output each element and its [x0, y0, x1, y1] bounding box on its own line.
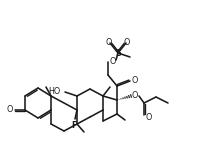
Text: O: O [7, 105, 13, 115]
Text: O: O [132, 75, 138, 85]
Text: F: F [71, 122, 77, 130]
Text: O: O [132, 91, 138, 99]
Text: O: O [146, 113, 152, 122]
Text: O: O [124, 38, 130, 47]
Text: HO: HO [48, 87, 60, 95]
Text: O: O [106, 38, 112, 47]
Text: S: S [115, 49, 121, 57]
Text: O: O [110, 57, 116, 65]
